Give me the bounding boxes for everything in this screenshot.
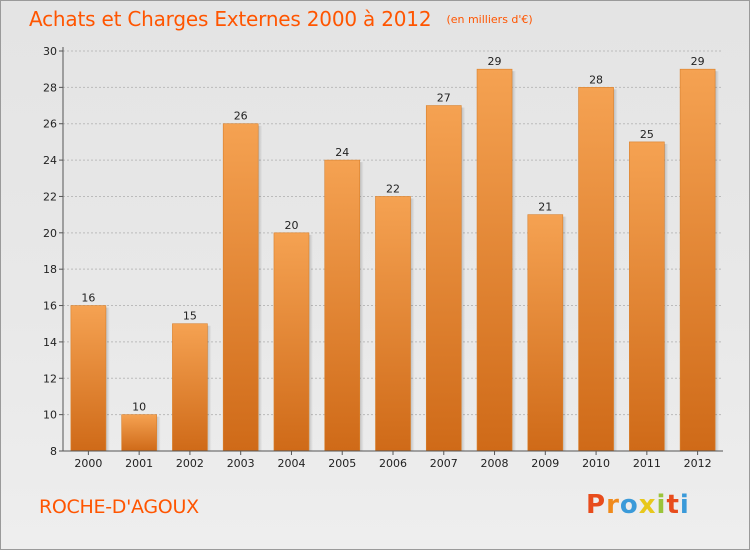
bar-value-label: 27: [437, 92, 451, 105]
x-tick-label: 2004: [277, 457, 305, 470]
y-tick-label: 14: [43, 336, 57, 349]
bar: [375, 196, 411, 452]
y-tick-label: 18: [43, 263, 57, 276]
bar-shadow: [715, 71, 720, 451]
x-tick-label: 2011: [633, 457, 661, 470]
x-tick-label: 2002: [176, 457, 204, 470]
bar-shadow: [613, 89, 618, 451]
bar: [273, 232, 310, 452]
x-tick-label: 2006: [379, 457, 407, 470]
bar: [476, 68, 513, 452]
bar-shadow: [207, 325, 212, 451]
bar-value-label: 22: [386, 182, 400, 195]
x-tick-label: 2003: [227, 457, 255, 470]
bar-shadow: [461, 107, 466, 451]
bar-shadow: [562, 216, 567, 451]
logo-letter: r: [606, 490, 620, 520]
bar: [527, 214, 564, 452]
bar: [679, 68, 716, 452]
proxiti-logo: Proxiti: [586, 490, 690, 520]
y-tick-label: 28: [43, 81, 57, 94]
y-tick-label: 26: [43, 118, 57, 131]
bar-shadow: [664, 143, 669, 451]
bar: [578, 87, 614, 452]
commune-name: ROCHE-D'AGOUX: [39, 496, 199, 518]
y-tick-label: 10: [43, 409, 57, 422]
y-tick-label: 16: [43, 300, 57, 313]
y-tick-label: 8: [50, 445, 57, 458]
bar-value-label: 29: [488, 55, 502, 68]
bar: [425, 105, 462, 452]
x-tick-label: 2001: [125, 457, 153, 470]
bar-shadow: [410, 198, 415, 451]
chart-title: Achats et Charges Externes 2000 à 2012: [29, 7, 432, 31]
bar: [222, 123, 259, 452]
y-tick-label: 24: [43, 154, 57, 167]
y-tick-label: 22: [43, 190, 57, 203]
bar-shadow: [105, 307, 110, 451]
bar-value-label: 25: [640, 128, 654, 141]
logo-letter: x: [638, 490, 657, 520]
y-tick-label: 30: [43, 45, 57, 58]
bar-shadow: [359, 162, 364, 451]
x-tick-label: 2009: [531, 457, 559, 470]
bar-value-label: 29: [691, 55, 705, 68]
bar: [70, 305, 107, 452]
bar: [172, 323, 208, 452]
bar-value-label: 21: [538, 201, 552, 214]
x-tick-label: 2012: [684, 457, 712, 470]
x-tick-label: 2008: [481, 457, 509, 470]
bar-value-label: 20: [284, 219, 298, 232]
bar-value-label: 15: [183, 310, 197, 323]
bar: [121, 414, 157, 452]
bar-value-label: 16: [81, 292, 95, 305]
bar: [324, 159, 361, 452]
x-tick-label: 2007: [430, 457, 458, 470]
bar: [629, 141, 665, 452]
bar-value-label: 10: [132, 401, 146, 414]
bar-value-label: 24: [335, 146, 349, 159]
x-tick-label: 2005: [328, 457, 356, 470]
logo-letter: o: [619, 490, 639, 520]
bar-shadow: [308, 234, 313, 451]
x-tick-label: 2000: [74, 457, 102, 470]
bar-shadow: [512, 71, 517, 451]
chart-unit-note: (en milliers d'€): [446, 13, 533, 26]
logo-letter: i: [679, 490, 690, 520]
x-tick-label: 2010: [582, 457, 610, 470]
bars-layer: 16 10 15 26 20 24 22 27 29 21 28 25 29: [70, 55, 720, 452]
logo-letter: t: [666, 490, 680, 520]
logo-letter: P: [586, 490, 607, 520]
logo-letter: i: [656, 490, 667, 520]
chart-title-row: Achats et Charges Externes 2000 à 2012 (…: [29, 7, 533, 31]
y-tick-label: 12: [43, 372, 57, 385]
bar-shadow: [258, 125, 263, 452]
bar-value-label: 26: [234, 110, 248, 123]
y-tick-label: 20: [43, 227, 57, 240]
axis-layer: 8 10 12 14 16 18 20 22 24 26 28 30 2000 2001 2002 2003 2…: [43, 45, 723, 470]
bar-shadow: [156, 416, 161, 451]
bar-value-label: 28: [589, 73, 603, 86]
